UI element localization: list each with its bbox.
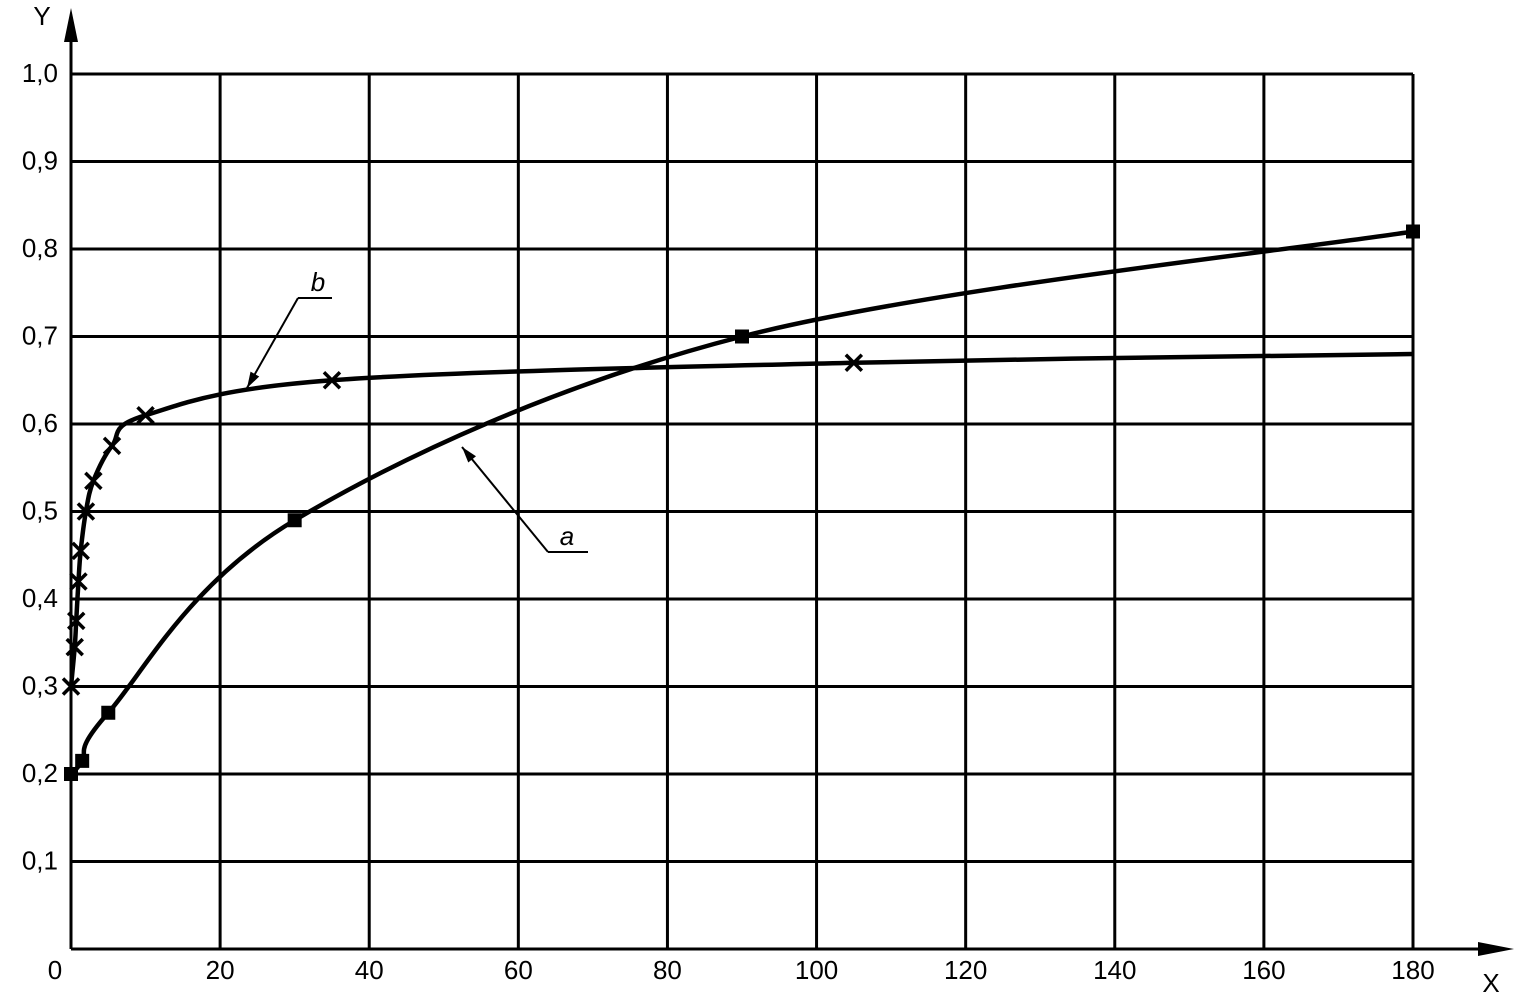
y-tick-label: 0,7 <box>22 320 58 350</box>
x-tick-label: 80 <box>653 955 682 985</box>
series-label: b <box>311 267 325 297</box>
x-tick-label: 40 <box>355 955 384 985</box>
x-tick-label: 140 <box>1093 955 1136 985</box>
data-point <box>76 502 96 521</box>
y-axis-arrow <box>64 8 78 42</box>
leader-line <box>246 297 299 389</box>
x-axis-arrow <box>1478 942 1514 956</box>
data-point <box>101 705 116 720</box>
x-tick-label: 0 <box>48 955 62 985</box>
data-point <box>102 436 122 456</box>
data-point <box>322 371 342 390</box>
leader-arrow <box>247 371 260 388</box>
series-label: a <box>560 521 574 551</box>
data-point <box>71 541 90 561</box>
series-curve <box>69 229 1414 776</box>
y-tick-label: 0,9 <box>22 145 58 175</box>
leader-line <box>461 446 549 553</box>
data-point <box>66 611 86 631</box>
data-point <box>287 513 302 528</box>
series-curve <box>68 351 1414 687</box>
y-tick-label: 0,2 <box>22 758 58 788</box>
data-point <box>75 753 90 768</box>
y-tick-label: 0,3 <box>22 670 58 700</box>
x-tick-label: 160 <box>1242 955 1285 985</box>
y-tick-label: 0,1 <box>22 845 58 875</box>
data-point <box>84 471 103 491</box>
y-tick-label: 0,5 <box>22 495 58 525</box>
data-point <box>69 572 88 591</box>
data-point <box>65 637 84 657</box>
data-point <box>844 353 864 372</box>
x-tick-label: 100 <box>795 955 838 985</box>
data-point <box>61 677 81 696</box>
y-tick-label: 1,0 <box>22 58 58 88</box>
x-axis-label: X <box>1482 968 1499 998</box>
leader-arrow <box>462 447 477 463</box>
data-point <box>64 767 78 781</box>
x-tick-label: 20 <box>206 955 235 985</box>
x-tick-label: 120 <box>944 955 987 985</box>
y-axis-label: Y <box>33 1 50 31</box>
y-tick-label: 0,6 <box>22 408 58 438</box>
data-point <box>136 406 155 425</box>
x-tick-label: 60 <box>504 955 533 985</box>
x-tick-label: 180 <box>1391 955 1434 985</box>
data-point <box>1406 224 1420 239</box>
data-point <box>735 329 749 344</box>
y-tick-label: 0,8 <box>22 233 58 263</box>
y-tick-label: 0,4 <box>22 583 58 613</box>
